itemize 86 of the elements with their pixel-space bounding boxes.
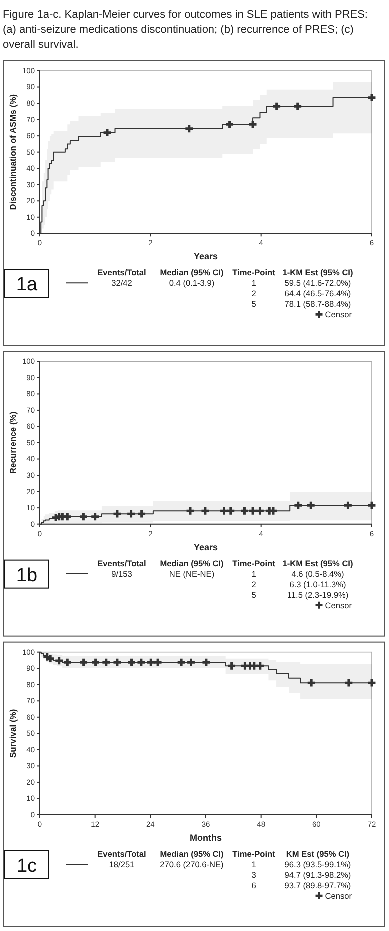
point	[202, 658, 210, 666]
y-axis-title: Survival (%)	[8, 709, 18, 758]
point	[56, 657, 64, 665]
point	[227, 507, 235, 515]
text: 5	[252, 590, 257, 600]
text: 1	[252, 860, 257, 870]
point	[344, 502, 352, 510]
text: Median (95% CI)	[160, 849, 224, 859]
text: 5	[252, 299, 257, 310]
text: Events/Total	[98, 849, 146, 859]
point	[202, 507, 210, 515]
point	[114, 510, 122, 518]
point	[138, 658, 146, 666]
point	[188, 658, 195, 666]
text: 11.5 (2.3-19.9%)	[287, 590, 349, 600]
text: 64.4 (46.5-76.4%)	[284, 288, 352, 299]
point	[226, 120, 234, 128]
text: 270.6 (270.6-NE)	[160, 860, 224, 870]
text: 94.7 (91.3-98.2%)	[284, 870, 352, 880]
text: KM Est (95% CI)	[286, 849, 350, 859]
text: 1b	[16, 565, 38, 586]
text: 96.3 (93.5-99.1%)	[284, 860, 352, 870]
point	[92, 658, 100, 666]
text: 3	[252, 870, 257, 880]
text: 59.5 (41.6-72.0%)	[284, 278, 352, 288]
text: 1a	[16, 274, 38, 296]
text: 4.6 (0.5-8.4%)	[292, 568, 345, 579]
point	[345, 679, 353, 687]
point	[186, 125, 194, 133]
y-axis-title: Recurrence (%)	[8, 412, 18, 474]
text: 2	[252, 579, 257, 590]
text: Events/Total	[98, 558, 146, 568]
point	[228, 662, 236, 670]
point	[154, 658, 162, 666]
text: 78.1 (58.7-88.4%)	[284, 299, 352, 310]
text: 1	[252, 278, 257, 288]
point	[102, 658, 110, 666]
point	[178, 658, 186, 666]
point	[114, 658, 122, 666]
text: Time-Point	[232, 558, 276, 568]
point	[256, 507, 264, 515]
text: 1-KM Est (95% CI)	[282, 268, 354, 278]
text: 0.4 (0.1-3.9)	[169, 278, 215, 288]
point	[241, 507, 248, 515]
text: Median (95% CI)	[160, 558, 224, 568]
legend-label: Censor	[325, 891, 352, 901]
point	[220, 507, 228, 515]
text: 32/42	[112, 278, 133, 288]
x-axis-title: Years	[194, 542, 218, 552]
point	[249, 120, 257, 128]
point	[307, 502, 315, 510]
x-axis-title: Months	[190, 833, 222, 843]
legend-label: Censor	[325, 600, 352, 610]
text: 6.3 (1.0-11.3%)	[290, 579, 347, 590]
point	[80, 658, 88, 666]
point	[256, 662, 264, 670]
text: Median (95% CI)	[160, 268, 224, 278]
text: 18/251	[109, 860, 136, 870]
point	[294, 502, 302, 510]
point	[80, 513, 88, 521]
point	[249, 507, 257, 515]
text: 2	[252, 288, 257, 299]
point	[92, 513, 100, 521]
point	[273, 102, 281, 110]
text: 9/153	[112, 568, 133, 579]
y-axis-title: Discontinuation of ASMs (%)	[8, 94, 18, 210]
x-axis-title: Years	[194, 252, 218, 262]
text: 1-KM Est (95% CI)	[282, 558, 354, 568]
text: 93.7 (89.8-97.7%)	[284, 880, 352, 890]
text: Time-Point	[232, 268, 276, 278]
text: 6	[252, 880, 257, 890]
chart-title: Figure 1a-c. Kaplan-Meier curves for outcomes in SLE patients with PRES: (a) anti-seizure medications discontinuation; (b) recurrence of PRES; (c) overall survival.	[3, 9, 368, 51]
point	[138, 510, 146, 518]
text: Time-Point	[232, 849, 276, 859]
point	[308, 679, 316, 687]
text: NE (NE-NE)	[169, 568, 215, 579]
text: Events/Total	[98, 268, 146, 278]
legend-label: Censor	[325, 310, 352, 320]
text: 1	[252, 568, 257, 579]
point	[128, 510, 136, 518]
point	[147, 658, 155, 666]
point	[64, 513, 72, 521]
point	[294, 102, 302, 110]
text: 1c	[16, 856, 38, 877]
point	[128, 658, 136, 666]
point	[64, 658, 72, 666]
